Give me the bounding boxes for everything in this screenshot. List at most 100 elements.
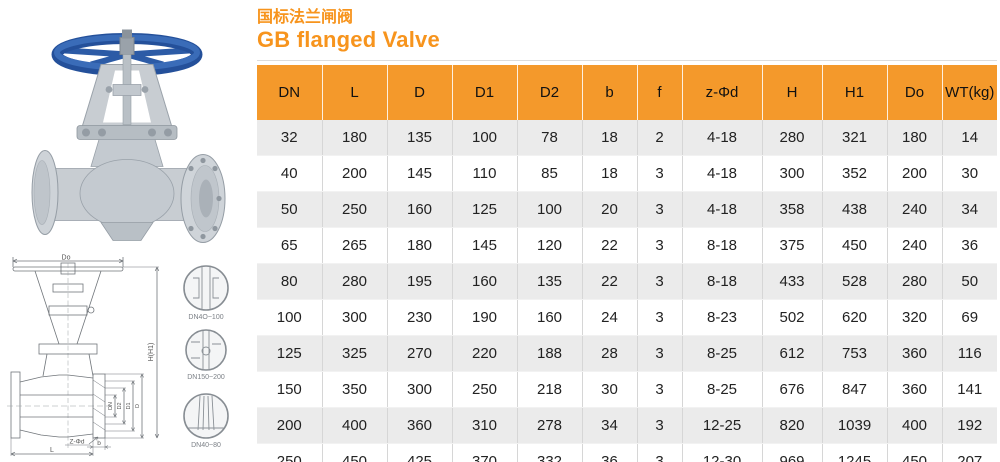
table-cell: 125: [257, 335, 323, 373]
table-cell: 425: [387, 443, 453, 462]
table-cell: 438: [822, 191, 888, 229]
table-cell: 1039: [822, 407, 888, 445]
column-header: H1: [822, 65, 888, 121]
table-row: 200 400 360 310 278 34 3 12-25 820 1039 400 192: [257, 407, 997, 445]
table-cell: 753: [822, 335, 888, 373]
product-photo: [15, 10, 240, 250]
table-cell: 34: [942, 191, 997, 229]
table-cell: 28: [582, 335, 638, 373]
table-cell: 3: [637, 371, 683, 409]
valve-section-drawing: Do H(H1) DN D2 D1 D Z-Φd b L: [7, 255, 229, 457]
table-cell: 160: [387, 191, 453, 229]
table-cell: 200: [887, 155, 943, 193]
column-header: L: [322, 65, 388, 121]
table-cell: 3: [637, 443, 683, 462]
valve-body: [31, 150, 226, 243]
table-cell: 188: [517, 335, 583, 373]
table-cell: 280: [887, 263, 943, 301]
table-cell: 18: [582, 120, 638, 157]
table-cell: 360: [887, 335, 943, 373]
table-cell: 310: [452, 407, 518, 445]
table-cell: 40: [257, 155, 323, 193]
table-cell: 22: [582, 263, 638, 301]
table-cell: 847: [822, 371, 888, 409]
table-cell: 280: [322, 263, 388, 301]
table-cell: 300: [387, 371, 453, 409]
table-cell: 192: [942, 407, 997, 445]
spec-table: DN L D D1 D2 b f z-Φd H H1 Do WT(kg) 32 180 135 100 78 1…: [257, 65, 997, 462]
table-cell: 3: [637, 227, 683, 265]
table-cell: 218: [517, 371, 583, 409]
table-row: 150 350 300 250 218 30 3 8-25 676 847 360 141: [257, 371, 997, 409]
table-cell: 8-25: [682, 335, 763, 373]
table-cell: 30: [942, 155, 997, 193]
column-header: Do: [887, 65, 943, 121]
dim-label-h: H(H1): [148, 343, 155, 362]
table-cell: 230: [387, 299, 453, 337]
content-column: 国标法兰闸阀 GB flanged Valve DN L D D1 D2 b f z-Φd H H…: [257, 8, 997, 462]
table-cell: 195: [387, 263, 453, 301]
table-cell: 36: [582, 443, 638, 462]
table-cell: 358: [762, 191, 823, 229]
table-cell: 160: [452, 263, 518, 301]
table-cell: 3: [637, 299, 683, 337]
table-cell: 3: [637, 407, 683, 445]
table-cell: 3: [637, 263, 683, 301]
table-cell: 36: [942, 227, 997, 265]
table-cell: 100: [257, 299, 323, 337]
table-cell: 370: [452, 443, 518, 462]
dim-label-do: Do: [62, 255, 71, 262]
title-divider: [257, 60, 997, 62]
table-cell: 969: [762, 443, 823, 462]
table-body: 32 180 135 100 78 18 2 4-18 280 321 180 14 40 200 145 1…: [257, 120, 997, 462]
table-cell: 145: [387, 155, 453, 193]
table-row: 100 300 230 190 160 24 3 8-23 502 620 320 69: [257, 299, 997, 337]
table-cell: 207: [942, 443, 997, 462]
column-header: DN: [257, 65, 323, 121]
table-cell: 3: [637, 335, 683, 373]
table-cell: 300: [322, 299, 388, 337]
table-cell: 50: [942, 263, 997, 301]
column-header: z-Φd: [682, 65, 763, 121]
table-cell: 200: [257, 407, 323, 445]
table-cell: 676: [762, 371, 823, 409]
table-cell: 180: [387, 227, 453, 265]
table-cell: 502: [762, 299, 823, 337]
table-cell: 145: [452, 227, 518, 265]
table-cell: 4-18: [682, 191, 763, 229]
table-cell: 332: [517, 443, 583, 462]
detail-label-dn40-100: DN4O~100: [188, 314, 223, 321]
table-cell: 433: [762, 263, 823, 301]
valve-yoke: [80, 54, 174, 131]
table-cell: 300: [762, 155, 823, 193]
table-cell: 50: [257, 191, 323, 229]
table-cell: 24: [582, 299, 638, 337]
table-header: DN L D D1 D2 b f z-Φd H H1 Do WT(kg): [257, 65, 997, 121]
detail-label-dn40-80: DN40~80: [191, 442, 221, 449]
table-cell: 85: [517, 155, 583, 193]
table-cell: 450: [887, 443, 943, 462]
table-cell: 278: [517, 407, 583, 445]
table-cell: 190: [452, 299, 518, 337]
dim-label-l: L: [50, 447, 54, 454]
table-cell: 180: [322, 120, 388, 157]
table-cell: 8-18: [682, 263, 763, 301]
table-cell: 100: [517, 191, 583, 229]
table-row: 250 450 425 370 332 36 3 12-30 969 1245 450 207: [257, 443, 997, 462]
table-cell: 450: [822, 227, 888, 265]
dim-label-d2: D2: [117, 402, 123, 409]
table-row: 80 280 195 160 135 22 3 8-18 433 528 280 50: [257, 263, 997, 301]
dim-label-z-phi-d: Z-Φd: [70, 439, 85, 446]
table-cell: 110: [452, 155, 518, 193]
table-cell: 150: [257, 371, 323, 409]
table-cell: 80: [257, 263, 323, 301]
column-header: WT(kg): [942, 65, 997, 121]
table-cell: 8-18: [682, 227, 763, 265]
table-cell: 528: [822, 263, 888, 301]
table-cell: 352: [822, 155, 888, 193]
table-cell: 135: [517, 263, 583, 301]
table-cell: 160: [517, 299, 583, 337]
table-cell: 250: [257, 443, 323, 462]
table-cell: 265: [322, 227, 388, 265]
table-cell: 69: [942, 299, 997, 337]
